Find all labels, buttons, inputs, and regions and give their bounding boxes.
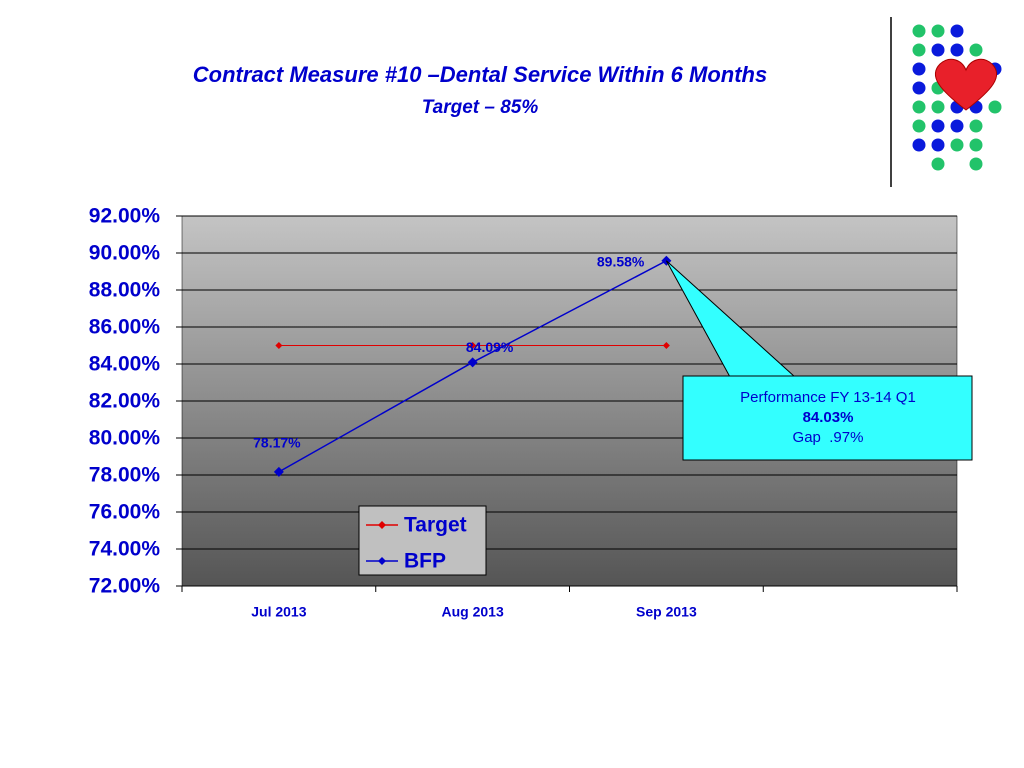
legend-box bbox=[358, 505, 487, 576]
data-label: 84.09% bbox=[466, 339, 514, 355]
marker bbox=[275, 342, 283, 349]
dot bbox=[931, 100, 945, 114]
dot bbox=[912, 100, 926, 114]
chart-subtitle: Target – 85% bbox=[422, 97, 539, 118]
data-label: 89.58% bbox=[597, 253, 645, 269]
callout-box bbox=[682, 375, 973, 461]
callout-text: Gap .97% bbox=[793, 429, 864, 446]
chart-title: Contract Measure #10 –Dental Service Wit… bbox=[193, 62, 767, 87]
dot bbox=[950, 24, 964, 38]
legend-label: Target bbox=[404, 514, 467, 537]
data-label: 78.17% bbox=[253, 435, 301, 451]
legend-marker bbox=[378, 521, 386, 529]
dot bbox=[931, 43, 945, 57]
dot bbox=[969, 157, 983, 171]
x-tick-label: Sep 2013 bbox=[636, 604, 697, 620]
y-tick-label: 82.00% bbox=[89, 390, 161, 413]
x-tick-label: Jul 2013 bbox=[251, 604, 306, 620]
dot bbox=[912, 81, 926, 95]
dot bbox=[931, 138, 945, 152]
dot bbox=[931, 157, 945, 171]
dot bbox=[931, 119, 945, 133]
callout-text: 84.03% bbox=[803, 409, 854, 426]
callout-text: Performance FY 13-14 Q1 bbox=[740, 389, 916, 406]
y-tick-label: 80.00% bbox=[89, 427, 161, 450]
y-tick-label: 88.00% bbox=[89, 279, 161, 302]
dot bbox=[912, 119, 926, 133]
y-tick-label: 72.00% bbox=[89, 575, 161, 598]
marker bbox=[273, 466, 284, 477]
dot bbox=[950, 43, 964, 57]
x-tick-label: Aug 2013 bbox=[442, 604, 504, 620]
y-tick-label: 92.00% bbox=[89, 205, 161, 228]
heart-icon bbox=[934, 58, 998, 111]
y-tick-label: 76.00% bbox=[89, 501, 161, 524]
marker bbox=[467, 357, 478, 368]
dot bbox=[969, 138, 983, 152]
dot bbox=[988, 100, 1002, 114]
y-tick-label: 78.00% bbox=[89, 464, 161, 487]
legend-marker bbox=[378, 557, 386, 565]
y-tick-label: 74.00% bbox=[89, 538, 161, 561]
dot bbox=[912, 138, 926, 152]
dot bbox=[950, 138, 964, 152]
dot bbox=[950, 119, 964, 133]
dot bbox=[912, 43, 926, 57]
dot bbox=[969, 43, 983, 57]
y-tick-label: 90.00% bbox=[89, 242, 161, 265]
marker bbox=[469, 342, 477, 349]
dot bbox=[931, 24, 945, 38]
y-tick-label: 84.00% bbox=[89, 353, 161, 376]
y-tick-label: 86.00% bbox=[89, 316, 161, 339]
dot bbox=[912, 62, 926, 76]
legend-label: BFP bbox=[404, 550, 446, 573]
dot bbox=[969, 119, 983, 133]
marker bbox=[662, 342, 670, 349]
dot bbox=[912, 24, 926, 38]
